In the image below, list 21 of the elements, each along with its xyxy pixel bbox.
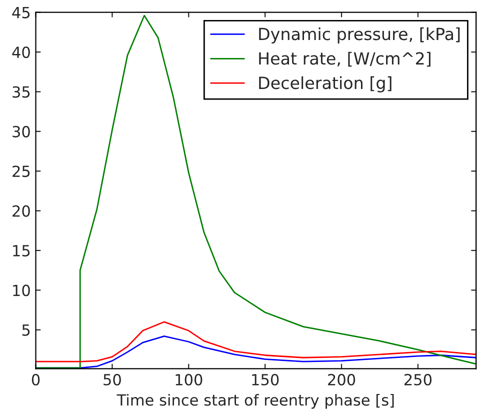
legend-label: Heat rate, [W/cm^2] xyxy=(259,52,430,67)
y-tick-label: 25 xyxy=(12,166,30,178)
x-axis-title: Time since start of reentry phase [s] xyxy=(116,394,394,409)
y-tick-label: 10 xyxy=(13,284,30,296)
y-tick-label: 5 xyxy=(22,324,30,336)
x-tick-label: 100 xyxy=(176,374,202,386)
x-tick-label: 50 xyxy=(104,374,121,386)
x-tick-label: 200 xyxy=(328,374,356,386)
y-tick-label: 30 xyxy=(12,126,30,138)
y-tick-label: 45 xyxy=(12,7,30,18)
line-series xyxy=(36,14,476,369)
x-tick-label: 250 xyxy=(404,374,432,386)
y-tick-label: 20 xyxy=(12,205,30,217)
line-series xyxy=(36,321,476,362)
y-tick-label: 15 xyxy=(13,245,30,256)
x-tick-label: 0 xyxy=(32,374,40,386)
y-tick-label: 40 xyxy=(12,46,30,58)
x-tick-label: 150 xyxy=(252,374,279,386)
legend-label: Deceleration [g] xyxy=(259,76,392,92)
y-tick-label: 35 xyxy=(12,86,30,98)
legend-label: Dynamic pressure, [kPa] xyxy=(259,27,460,44)
